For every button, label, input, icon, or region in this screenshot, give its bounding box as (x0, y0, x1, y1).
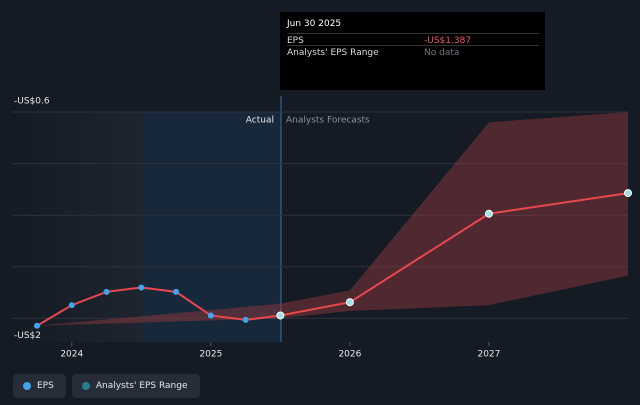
y-tick-label: -US$0.6 (14, 97, 50, 107)
legend-label: Analysts' EPS Range (95, 381, 188, 391)
eps-point (103, 288, 110, 295)
x-tick-label: 2024 (60, 350, 83, 360)
eps-point (34, 322, 41, 329)
eps-point (207, 312, 214, 319)
plot: -US$0.6 -US$2 2024 2025 2026 2027 (12, 97, 632, 360)
legend-item[interactable]: Analysts' EPS Range (71, 374, 200, 398)
eps-range-band (37, 112, 628, 326)
tooltip-value: No data (424, 48, 460, 58)
x-tick-label: 2026 (338, 350, 361, 360)
eps-point (242, 316, 249, 323)
legend-item[interactable]: EPS (13, 374, 66, 398)
chart: Actual Analysts Forecasts -US$0.6 -US$2 20… (12, 96, 632, 360)
forecast-label: Analysts Forecasts (286, 116, 370, 126)
legend-swatch (23, 382, 31, 390)
y-tick-label: -US$2 (14, 331, 41, 341)
eps-point (624, 189, 632, 198)
legend-label: EPS (37, 381, 54, 391)
x-tick-label: 2027 (477, 350, 500, 360)
eps-point (484, 209, 493, 218)
eps-point (138, 284, 145, 291)
tooltip: Jun 30 2025 EPS -US$1.387 Analysts' EPS R… (280, 12, 545, 90)
eps-point (345, 298, 354, 307)
legend: EPS Analysts' EPS Range (13, 374, 200, 398)
x-tick-label: 2025 (199, 350, 222, 360)
actual-highlight (142, 112, 281, 342)
tooltip-row: EPS -US$1.387 (287, 33, 539, 46)
eps-point (173, 288, 180, 295)
actual-label: Actual (246, 116, 274, 126)
eps-point (276, 311, 285, 320)
eps-point (68, 302, 75, 309)
tooltip-row: Analysts' EPS Range No data (287, 45, 539, 58)
tooltip-value: -US$1.387 (424, 36, 472, 46)
tooltip-label: Analysts' EPS Range (287, 48, 379, 58)
tooltip-date: Jun 30 2025 (287, 19, 342, 29)
tooltip-label: EPS (287, 36, 304, 46)
past-shade (12, 112, 142, 342)
legend-swatch (81, 382, 90, 390)
